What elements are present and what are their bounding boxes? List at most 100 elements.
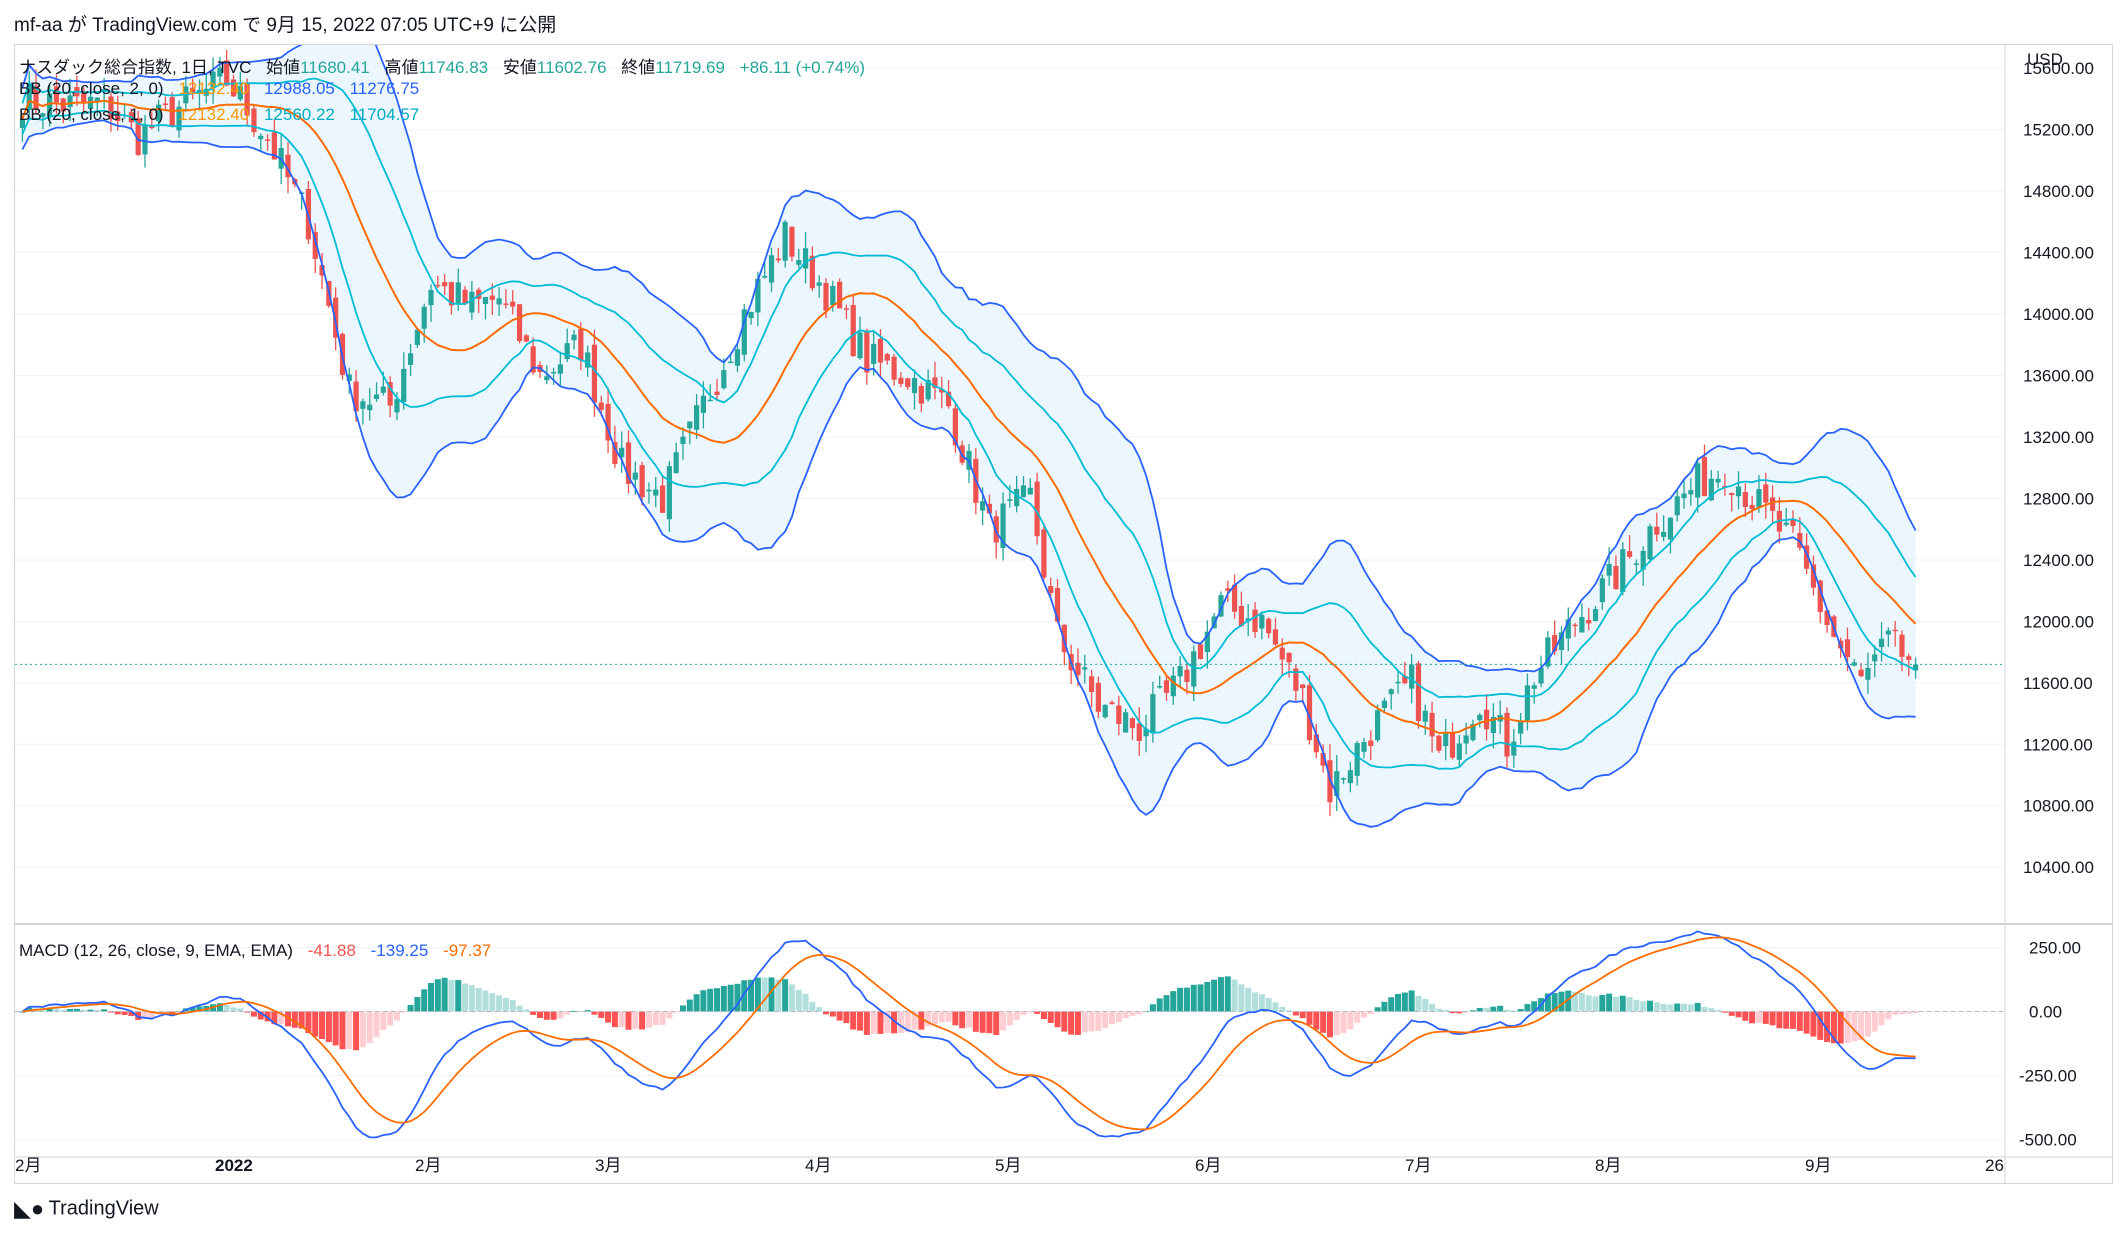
candle-body xyxy=(625,442,632,484)
macd-histogram-bar xyxy=(1224,976,1231,1012)
macd-histogram-bar xyxy=(393,1011,400,1021)
candle-body xyxy=(115,111,121,122)
macd-histogram-bar xyxy=(1422,998,1429,1012)
candle-body xyxy=(557,364,563,374)
candle-body xyxy=(932,377,938,388)
macd-legend[interactable]: MACD (12, 26, close, 9, EMA, EMA) -41.88… xyxy=(19,941,501,961)
candle-body xyxy=(1817,580,1823,613)
candle-body xyxy=(898,377,904,384)
time-axis-tick: 4月 xyxy=(805,1156,831,1175)
time-axis-tick: 7月 xyxy=(1405,1156,1431,1175)
candle-body xyxy=(1824,610,1830,626)
footer: ◣● TradingView xyxy=(14,1196,159,1226)
close-value: 11719.69 xyxy=(655,58,725,77)
candle-body xyxy=(1769,497,1776,511)
bb-1sd-lower-line[interactable] xyxy=(21,109,1917,770)
candle-body xyxy=(1361,741,1367,752)
macd-histogram-bar xyxy=(720,985,727,1012)
macd-histogram-bar xyxy=(1163,995,1170,1012)
candle-body xyxy=(837,281,843,309)
chart-canvas[interactable]: USD 10400.00 10800.00 11200.00 11600.00 12000… xyxy=(15,45,2112,1183)
macd-histogram-bar xyxy=(768,977,775,1012)
macd-histogram-bar xyxy=(1810,1011,1817,1037)
bb2-upper-value: 12988.05 xyxy=(263,79,335,98)
candle-body xyxy=(237,85,243,100)
candle-body xyxy=(762,275,768,278)
bb-2sd-lower-line[interactable] xyxy=(21,119,1916,828)
macd-histogram-bar xyxy=(325,1011,332,1043)
macd-histogram-bar xyxy=(1320,1011,1327,1033)
candle-body xyxy=(1804,545,1810,569)
macd-histogram-bar xyxy=(1483,1007,1490,1012)
candle-body xyxy=(721,370,727,389)
macd-histogram-bar xyxy=(1040,1011,1047,1020)
price-axis-tick: 15200.00 xyxy=(2023,121,2094,140)
candle-body xyxy=(1599,578,1605,603)
candle-body xyxy=(1477,714,1483,721)
candle-body xyxy=(1579,616,1585,633)
candle-body xyxy=(319,264,325,276)
candle-body xyxy=(162,103,169,105)
macd-histogram-bar xyxy=(482,990,489,1012)
bb-mid-line[interactable] xyxy=(21,99,1917,735)
candle-body xyxy=(578,329,584,361)
chart-frame[interactable]: USD 10400.00 10800.00 11200.00 11600.00 12000… xyxy=(14,44,2113,1184)
macd-histogram-bar xyxy=(1279,1006,1286,1012)
macd-histogram-bar xyxy=(1367,1011,1374,1014)
macd-histogram-bar xyxy=(400,1011,407,1013)
macd-signal-line[interactable] xyxy=(22,936,1916,1131)
macd-histogram-bar xyxy=(1558,991,1565,1012)
macd-histogram-bar xyxy=(911,1011,918,1030)
candle-body xyxy=(1293,668,1299,691)
price-axis-tick: 14000.00 xyxy=(2023,305,2094,324)
candle-body xyxy=(1620,549,1626,592)
bb-2sd-upper-line[interactable] xyxy=(21,45,1917,673)
macd-histogram-bar xyxy=(645,1011,652,1028)
macd-line[interactable] xyxy=(21,930,1916,1139)
candle-body xyxy=(1552,634,1558,652)
candle-body xyxy=(1626,551,1633,557)
macd-histogram-bar xyxy=(271,1011,278,1025)
time-axis-tick: 2月 xyxy=(15,1156,41,1175)
bb1-legend[interactable]: BB (20, close, 1, 0) 12132.40 12560.22 1… xyxy=(19,105,429,125)
macd-axis-tick: -250.00 xyxy=(2019,1067,2077,1086)
bb1-lower-value: 11704.57 xyxy=(349,105,420,124)
macd-histogram-bar xyxy=(884,1011,891,1033)
macd-histogram-bar xyxy=(598,1011,605,1018)
macd-histogram-bar xyxy=(1790,1011,1797,1029)
bb2-legend[interactable]: BB (20, close, 2, 0) 12132.40 12988.05 1… xyxy=(19,79,429,99)
candle-body xyxy=(135,118,141,156)
candle-body xyxy=(1409,664,1415,689)
tradingview-logo-icon[interactable]: ◣● xyxy=(14,1196,45,1221)
macd-histogram-bar xyxy=(162,1011,169,1013)
candle-body xyxy=(373,394,380,399)
macd-histogram-bar xyxy=(1258,994,1265,1012)
candle-body xyxy=(435,284,441,287)
candle-body xyxy=(1565,619,1571,639)
macd-histogram-bar xyxy=(1272,1002,1279,1012)
symbol-label[interactable]: ナスダック総合指数, 1日, TVC xyxy=(19,58,252,77)
candle-body xyxy=(755,278,761,313)
macd-histogram-bar xyxy=(1503,1009,1510,1012)
macd-histogram-bar xyxy=(1381,1001,1388,1012)
tradingview-brand[interactable]: TradingView xyxy=(48,1197,159,1220)
candle-body xyxy=(1395,681,1401,684)
candle-body xyxy=(1048,585,1054,594)
time-axis-tick: 6月 xyxy=(1195,1156,1221,1175)
price-axis-tick: 10800.00 xyxy=(2023,797,2094,816)
macd-histogram-bar xyxy=(298,1011,305,1029)
candle-body xyxy=(1633,563,1639,565)
candle-body xyxy=(455,282,461,304)
macd-histogram-bar xyxy=(809,1001,816,1012)
price-axis-tick: 12400.00 xyxy=(2023,551,2094,570)
macd-histogram-bar xyxy=(530,1011,537,1015)
macd-histogram-bar xyxy=(1401,992,1408,1012)
macd-histogram-bar xyxy=(686,999,693,1012)
candle-body xyxy=(564,343,570,360)
macd-histogram-bar xyxy=(870,1011,877,1034)
candle-body xyxy=(639,465,645,498)
candle-body xyxy=(1368,740,1374,746)
currency-label[interactable]: USD xyxy=(2027,50,2063,69)
bb-1sd-upper-line[interactable] xyxy=(21,77,1917,699)
macd-histogram-bar xyxy=(741,980,748,1012)
